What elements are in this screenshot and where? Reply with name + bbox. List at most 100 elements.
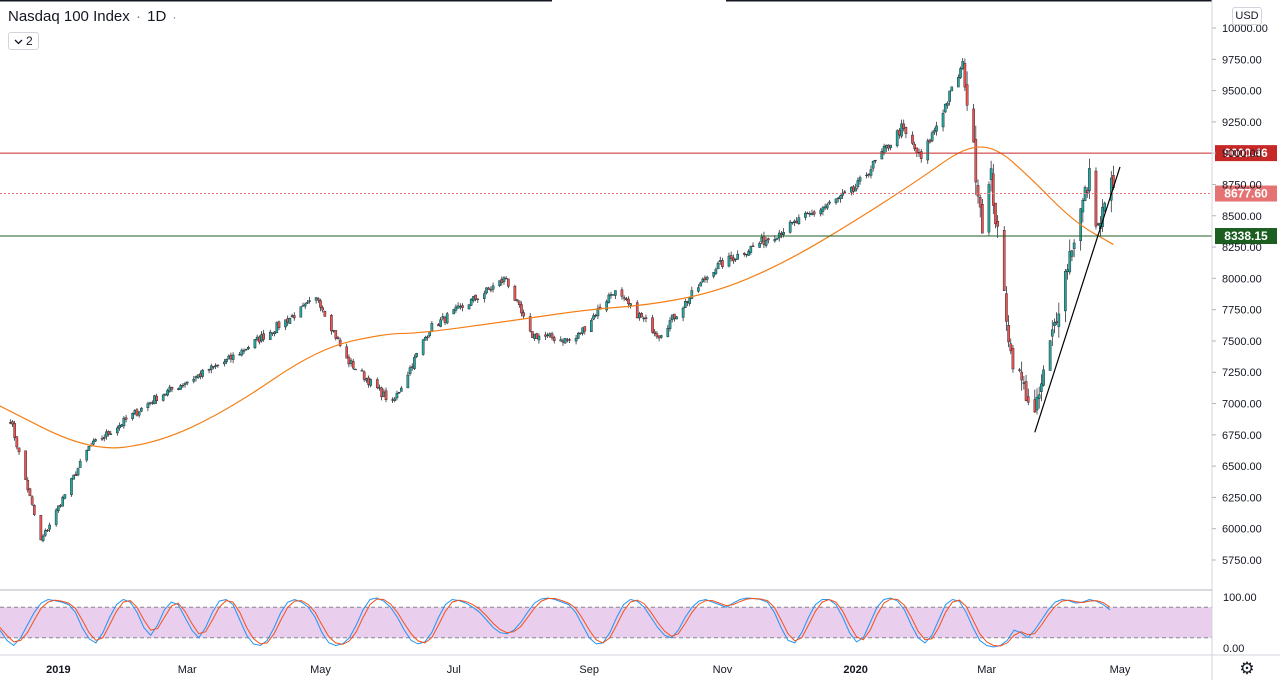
candle	[321, 305, 324, 313]
candle	[718, 256, 722, 265]
candle	[915, 147, 919, 158]
candle	[657, 335, 661, 342]
candle	[943, 103, 947, 114]
price-level-badge	[1215, 185, 1277, 202]
candle	[349, 358, 353, 367]
candle	[825, 202, 829, 210]
candle	[456, 302, 460, 309]
candle	[972, 103, 975, 143]
candle	[207, 368, 211, 374]
moving-average-series	[0, 146, 1114, 449]
candle	[797, 214, 801, 225]
candle	[806, 211, 809, 215]
horizontal-level[interactable]: 9000.46	[0, 145, 1277, 162]
candle	[898, 128, 901, 139]
candle	[498, 280, 501, 288]
candle	[214, 363, 217, 370]
candle	[795, 217, 798, 224]
candle	[46, 528, 49, 533]
candle	[515, 298, 519, 303]
candle	[57, 505, 60, 513]
candle	[212, 366, 215, 370]
candle	[76, 467, 80, 477]
candle	[8, 419, 12, 425]
candle	[546, 332, 549, 339]
candle	[959, 66, 962, 80]
horizontal-level[interactable]: 8338.15	[0, 228, 1277, 245]
candle	[375, 377, 379, 390]
candle	[869, 165, 873, 179]
candle	[28, 487, 32, 497]
candle	[100, 435, 104, 441]
price-level-badge	[1215, 228, 1277, 245]
candle	[762, 231, 766, 249]
candle	[933, 127, 936, 136]
candle	[155, 393, 158, 404]
candle	[644, 314, 648, 323]
chart-title[interactable]: Nasdaq 100 Index · 1D ·	[8, 8, 176, 25]
horizontal-level[interactable]: 8677.60	[0, 185, 1277, 202]
candle	[41, 534, 45, 543]
candle	[290, 313, 294, 318]
candle	[1050, 320, 1054, 347]
stochastic-d-line	[0, 597, 1111, 647]
gear-icon[interactable]: ⚙	[1239, 659, 1255, 678]
candle	[354, 368, 357, 371]
candle	[884, 144, 888, 152]
price-tick-label: 6500.00	[1222, 461, 1262, 473]
candle	[437, 322, 440, 327]
candle	[793, 219, 796, 227]
stochastic-k-line	[0, 597, 1111, 648]
candle	[559, 336, 563, 342]
candle	[362, 370, 366, 382]
trendline-drawing[interactable]	[1034, 166, 1121, 433]
candle	[978, 194, 982, 218]
trendline[interactable]	[1034, 166, 1121, 433]
price-tick-label: 8750.00	[1222, 179, 1262, 191]
candle	[231, 352, 235, 364]
candle	[1066, 263, 1069, 280]
candle	[874, 159, 877, 164]
horizontal-levels[interactable]: 9000.46 8677.60 8338.15	[0, 145, 1277, 245]
candle	[1088, 158, 1091, 200]
candle	[303, 302, 307, 310]
indicators-collapse-button[interactable]: 2	[8, 32, 39, 50]
candle	[137, 411, 141, 418]
candle	[116, 425, 119, 436]
candle	[131, 412, 134, 421]
candle	[135, 408, 139, 417]
candle	[255, 334, 259, 342]
candle	[1002, 226, 1006, 291]
candle	[948, 90, 951, 106]
candle	[701, 277, 705, 284]
candle	[1094, 167, 1098, 230]
candle	[1037, 386, 1041, 409]
candle	[823, 203, 827, 211]
candle	[424, 335, 427, 341]
candle	[491, 282, 495, 293]
candle	[87, 446, 91, 451]
price-tick-label: 6750.00	[1222, 430, 1262, 442]
candle	[581, 327, 584, 336]
currency-label[interactable]: USD	[1232, 7, 1262, 25]
candle	[286, 315, 290, 327]
candle	[688, 296, 691, 307]
candle	[109, 430, 113, 436]
candle	[260, 330, 263, 343]
candle	[48, 522, 51, 533]
price-tick-label: 6000.00	[1222, 524, 1262, 536]
candle	[308, 296, 311, 304]
candle	[668, 317, 672, 332]
candle	[306, 300, 309, 305]
candle	[935, 121, 938, 136]
candle	[421, 338, 425, 356]
candle	[1026, 388, 1030, 406]
candle	[140, 407, 143, 413]
candle	[1035, 388, 1039, 415]
candle	[749, 245, 753, 255]
candle	[319, 298, 322, 312]
candle	[72, 474, 75, 480]
candle	[406, 371, 410, 389]
candle	[856, 177, 860, 190]
